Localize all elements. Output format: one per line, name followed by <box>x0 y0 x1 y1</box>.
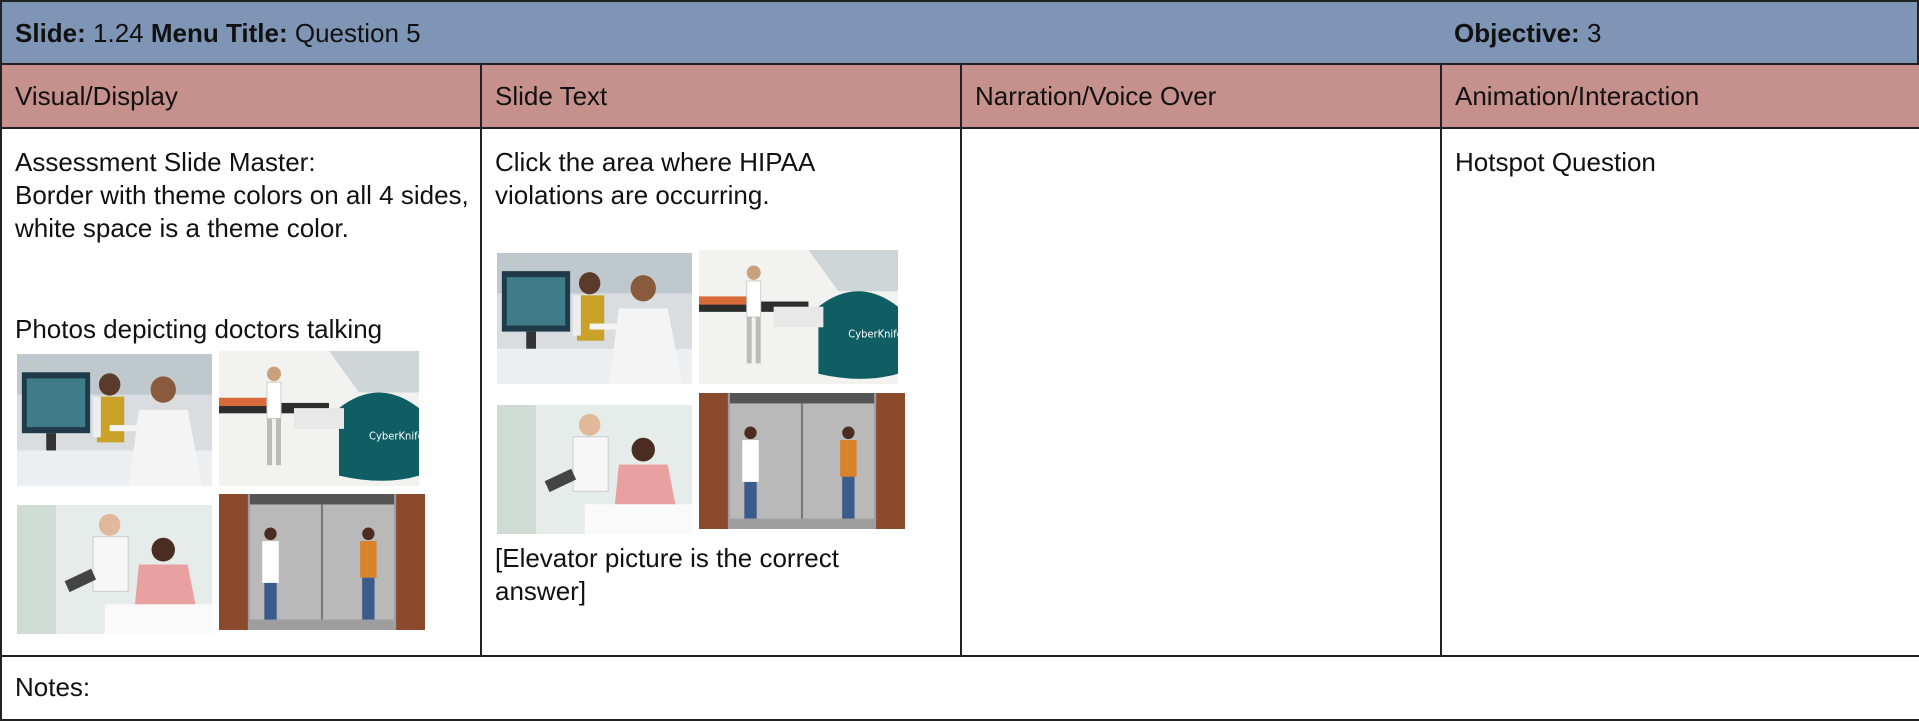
column-header: Visual/Display <box>0 63 482 129</box>
photo <box>699 250 898 384</box>
label: Menu Title: <box>150 18 288 48</box>
column-header: Slide Text <box>480 63 962 129</box>
notes-row: Notes: <box>0 655 1919 721</box>
paragraph: Photos depicting doctors talking <box>15 314 383 344</box>
column-title: Visual/Display <box>15 81 178 111</box>
photo <box>497 405 692 534</box>
value: Question 5 <box>294 18 421 48</box>
column-header: Narration/Voice Over <box>960 63 1442 129</box>
header-row: Slide: 1.24 Menu Title: Question 5 Objec… <box>0 0 1919 65</box>
photo <box>497 253 692 384</box>
photo <box>17 505 212 634</box>
paragraph: [Elevator picture is the correct answer] <box>495 543 839 606</box>
paragraph: Click the area where HIPAA violations ar… <box>495 147 814 210</box>
column-title: Slide Text <box>495 81 608 111</box>
value: 3 <box>1586 18 1602 48</box>
notes-label: Notes: <box>15 672 91 702</box>
paragraph: Assessment Slide Master: <box>15 147 316 177</box>
photo <box>219 351 419 486</box>
paragraph: Hotspot Question <box>1455 147 1656 177</box>
label: Slide: <box>15 18 86 48</box>
slide-info: Slide: 1.24 Menu Title: Question 5 <box>15 17 421 50</box>
column-title: Narration/Voice Over <box>975 81 1217 111</box>
column-title: Animation/Interaction <box>1455 81 1700 111</box>
photo <box>699 393 905 529</box>
narration-cell <box>960 127 1442 657</box>
paragraph: Border with theme colors on all 4 sides,… <box>15 180 469 243</box>
value: 1.24 <box>93 18 144 48</box>
photo <box>17 354 212 486</box>
animation-cell: Hotspot Question <box>1440 127 1919 657</box>
slide-text-cell: Click the area where HIPAA violations ar… <box>480 127 962 657</box>
column-header: Animation/Interaction <box>1440 63 1919 129</box>
label: Objective: <box>1454 18 1580 48</box>
visual-text: Assessment Slide Master: Border with them… <box>15 146 470 245</box>
objective: Objective: 3 <box>1454 17 1601 50</box>
photo <box>219 494 425 630</box>
